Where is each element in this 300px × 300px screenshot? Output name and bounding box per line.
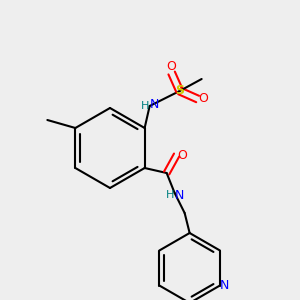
Text: O: O [178, 148, 188, 161]
Text: O: O [167, 61, 177, 74]
Text: S: S [175, 85, 184, 98]
Text: H: H [166, 190, 174, 200]
Text: H: H [140, 101, 149, 111]
Text: O: O [199, 92, 208, 106]
Text: N: N [219, 279, 229, 292]
Text: N: N [150, 98, 159, 110]
Text: N: N [175, 188, 184, 202]
